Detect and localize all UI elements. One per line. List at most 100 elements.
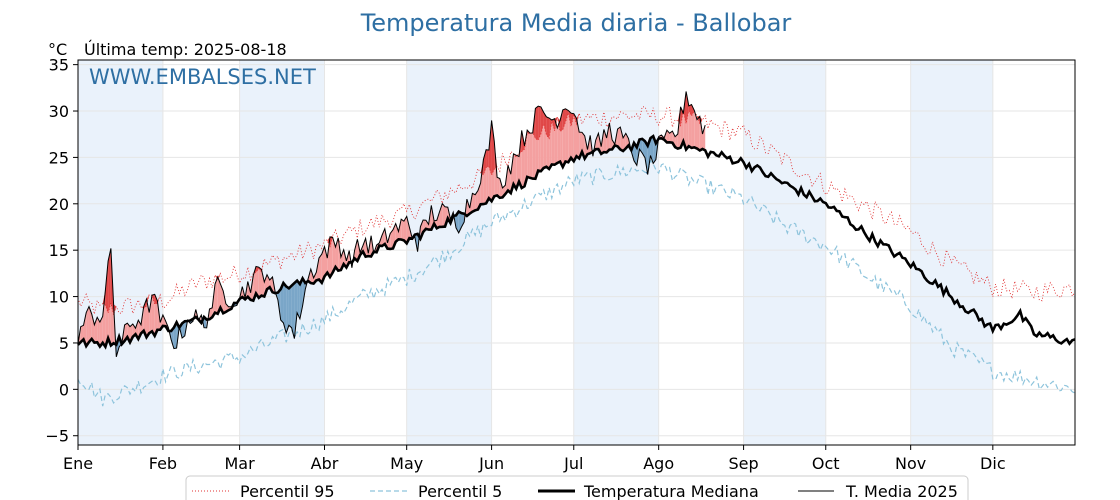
fill-above-median <box>697 116 700 151</box>
fill-above-p95 <box>543 112 547 136</box>
fill-above-median <box>319 254 322 283</box>
fill-above-p95 <box>560 109 563 132</box>
fill-above-median <box>354 239 358 261</box>
y-tick-label: 25 <box>49 148 69 167</box>
fill-above-median <box>595 133 599 150</box>
fill-above-median <box>571 113 574 162</box>
fill-above-p95 <box>256 266 259 273</box>
y-tick-label: −5 <box>45 427 69 446</box>
y-axis-ticks: −5 0 5 10 15 20 25 30 35 <box>45 56 78 446</box>
fill-above-p95 <box>108 248 111 313</box>
fill-below-median <box>288 285 292 328</box>
y-tick-label: 35 <box>49 56 69 75</box>
fill-above-p95 <box>571 113 574 127</box>
x-tick-label: Jul <box>563 454 583 473</box>
fill-above-median <box>554 118 558 165</box>
series-line-p5 <box>77 159 1076 407</box>
x-tick-label: Jun <box>478 454 504 473</box>
fill-above-median <box>327 236 330 278</box>
fill-above-median <box>86 306 89 347</box>
fill-above-median <box>620 127 624 152</box>
fill-above-median <box>425 220 429 230</box>
fill-above-p95 <box>486 149 489 168</box>
fill-below-median <box>286 286 289 334</box>
fill-above-median <box>266 274 270 290</box>
x-tick-label: Abr <box>311 454 339 473</box>
legend: Percentil 95 Percentil 5 Temperatura Med… <box>185 475 969 500</box>
fill-above-p95 <box>565 108 569 122</box>
fill-above-p95 <box>540 106 544 134</box>
fill-above-median <box>99 316 103 347</box>
fill-above-p95 <box>609 116 613 125</box>
y-tick-label: 20 <box>49 195 69 214</box>
fill-above-median <box>568 110 572 163</box>
legend-box <box>185 475 969 500</box>
fill-above-median <box>475 190 478 211</box>
fill-above-median <box>329 236 333 278</box>
x-tick-label: Dic <box>980 454 1006 473</box>
fill-above-median <box>146 299 150 338</box>
fill-below-median <box>283 283 287 334</box>
last-temp-label: Última temp: 2025-08-18 <box>84 40 287 59</box>
fill-above-p95 <box>688 104 692 116</box>
fill-above-median <box>220 283 224 314</box>
y-tick-label: 30 <box>49 102 69 121</box>
fill-above-median <box>573 113 577 162</box>
fill-above-median <box>606 123 610 153</box>
fill-above-median <box>439 203 443 227</box>
fill-above-p95 <box>261 258 265 272</box>
fill-above-median <box>264 274 267 297</box>
fill-above-p95 <box>488 120 492 176</box>
fill-above-median <box>97 317 100 347</box>
fill-above-median <box>88 306 92 343</box>
fill-above-median <box>557 120 561 163</box>
fill-above-p95 <box>149 294 152 296</box>
fill-above-p95 <box>483 149 487 176</box>
fill-above-p95 <box>538 106 541 141</box>
fill-above-median <box>91 313 95 343</box>
fill-below-median <box>461 213 465 228</box>
month-band <box>406 60 492 445</box>
y-tick-label: 5 <box>59 334 69 353</box>
series-line-p95 <box>77 106 1076 317</box>
fill-above-p95 <box>562 108 566 130</box>
x-tick-label: Feb <box>149 454 177 473</box>
x-tick-label: Ago <box>643 454 674 473</box>
watermark: WWW.EMBALSES.NET <box>89 65 316 89</box>
fill-above-median <box>223 291 226 314</box>
x-tick-label: Ene <box>63 454 93 473</box>
series-line-median <box>77 134 1076 350</box>
fill-above-median <box>151 294 155 336</box>
fill-above-median <box>688 104 692 148</box>
fill-above-median <box>669 131 673 143</box>
fill-above-median <box>442 203 446 227</box>
fill-above-median <box>143 299 147 338</box>
y-tick-label: 15 <box>49 241 69 260</box>
fill-above-p95 <box>335 230 339 240</box>
fill-above-p95 <box>508 151 511 167</box>
fill-above-median <box>149 295 152 334</box>
fill-below-median <box>291 283 295 339</box>
fill-above-median <box>436 211 440 229</box>
fill-below-median <box>280 283 284 323</box>
fill-above-median <box>513 153 517 189</box>
legend-label-current: T. Media 2025 <box>845 482 958 500</box>
month-band <box>78 60 163 445</box>
chart-title: Temperatura Media diaria - Ballobar <box>360 9 792 37</box>
y-tick-label: 10 <box>49 288 69 307</box>
fill-above-median <box>551 118 555 165</box>
fill-above-median <box>603 129 607 153</box>
fill-above-p95 <box>535 106 539 141</box>
fill-above-median <box>258 267 262 298</box>
fill-above-p95 <box>151 294 155 305</box>
fill-below-median <box>455 211 459 233</box>
month-band <box>239 60 325 445</box>
fill-above-median <box>499 178 503 198</box>
fill-below-median <box>297 280 300 319</box>
fill-above-median <box>472 193 476 212</box>
fill-above-median <box>332 237 336 273</box>
legend-label-p95: Percentil 95 <box>240 482 335 500</box>
fill-below-median <box>182 321 185 339</box>
fill-above-median <box>401 219 404 241</box>
